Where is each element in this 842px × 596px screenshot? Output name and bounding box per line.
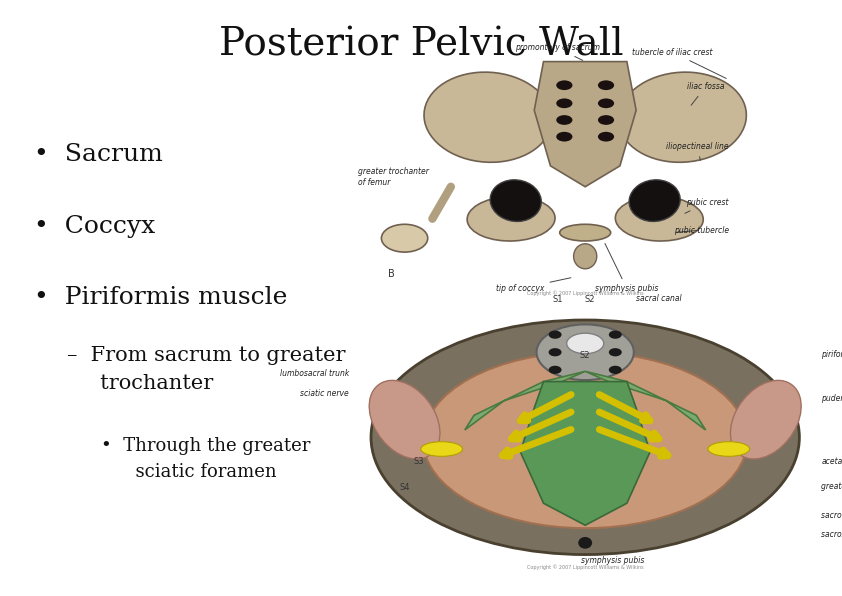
Ellipse shape (619, 72, 746, 162)
Ellipse shape (708, 442, 749, 457)
Text: Copyright © 2007 Lippincott Williams & Wilkins: Copyright © 2007 Lippincott Williams & W… (527, 564, 643, 570)
Text: sacrospinous ligament: sacrospinous ligament (822, 530, 842, 539)
Text: greater trochanter
of femur: greater trochanter of femur (359, 167, 429, 187)
Ellipse shape (424, 352, 748, 528)
Ellipse shape (369, 380, 440, 459)
Polygon shape (535, 61, 637, 187)
Text: tubercle of iliac crest: tubercle of iliac crest (632, 48, 727, 79)
Text: S1: S1 (552, 296, 562, 305)
Circle shape (549, 348, 562, 356)
Text: •  Sacrum: • Sacrum (34, 144, 163, 166)
Ellipse shape (629, 180, 680, 222)
Circle shape (557, 98, 573, 108)
Text: lumbosacral trunk: lumbosacral trunk (280, 369, 349, 378)
Circle shape (609, 348, 621, 356)
Text: sacral canal: sacral canal (637, 294, 682, 303)
Circle shape (609, 331, 621, 339)
Circle shape (557, 115, 573, 125)
Ellipse shape (536, 324, 634, 380)
Circle shape (609, 366, 621, 374)
Circle shape (598, 115, 614, 125)
Text: symphysis pubis: symphysis pubis (581, 556, 645, 566)
Text: Posterior Pelvic Wall: Posterior Pelvic Wall (219, 27, 623, 64)
Ellipse shape (371, 320, 799, 554)
Text: symphysis pubis: symphysis pubis (595, 244, 658, 293)
Text: –  From sacrum to greater
     trochanter: – From sacrum to greater trochanter (67, 346, 346, 393)
Ellipse shape (490, 180, 541, 222)
Circle shape (598, 80, 614, 90)
Text: tip of coccyx: tip of coccyx (496, 278, 571, 293)
Text: •  Through the greater
      sciatic foramen: • Through the greater sciatic foramen (101, 437, 311, 481)
Circle shape (557, 80, 573, 90)
Circle shape (549, 366, 562, 374)
Text: acetabulum: acetabulum (822, 457, 842, 465)
Circle shape (381, 224, 428, 252)
Text: S4: S4 (399, 483, 410, 492)
Text: •  Piriformis muscle: • Piriformis muscle (34, 287, 287, 309)
Text: iliopectineal line: iliopectineal line (666, 142, 729, 160)
Ellipse shape (567, 333, 604, 353)
Circle shape (557, 132, 573, 142)
Text: piriformis muscle: piriformis muscle (822, 350, 842, 359)
Circle shape (549, 331, 562, 339)
Ellipse shape (424, 72, 552, 162)
Text: •  Coccyx: • Coccyx (34, 215, 155, 238)
Text: B: B (388, 269, 395, 279)
Text: iliac fossa: iliac fossa (686, 82, 724, 105)
Polygon shape (585, 371, 706, 430)
Ellipse shape (573, 244, 597, 269)
Ellipse shape (560, 224, 610, 241)
Text: S2: S2 (580, 350, 590, 359)
Text: greater sciatic foramen: greater sciatic foramen (822, 482, 842, 491)
Circle shape (598, 132, 614, 142)
Circle shape (598, 98, 614, 108)
Text: sacrotuberous ligament: sacrotuberous ligament (822, 511, 842, 520)
Ellipse shape (616, 197, 703, 241)
Ellipse shape (421, 442, 462, 457)
Text: S2: S2 (584, 296, 595, 305)
Text: pubic crest: pubic crest (685, 198, 729, 213)
Text: S3: S3 (413, 457, 424, 465)
Text: pubic tubercle: pubic tubercle (674, 226, 729, 235)
Text: promontory of sacrum: promontory of sacrum (515, 44, 600, 60)
Text: pudendal nerve: pudendal nerve (822, 393, 842, 403)
Polygon shape (520, 381, 650, 525)
Text: sciatic nerve: sciatic nerve (301, 389, 349, 398)
Ellipse shape (467, 197, 555, 241)
Ellipse shape (730, 380, 802, 459)
Text: Copyright © 2007 Lippincott Williams & Wilkins: Copyright © 2007 Lippincott Williams & W… (527, 291, 643, 296)
Polygon shape (465, 371, 585, 430)
Ellipse shape (578, 537, 592, 549)
